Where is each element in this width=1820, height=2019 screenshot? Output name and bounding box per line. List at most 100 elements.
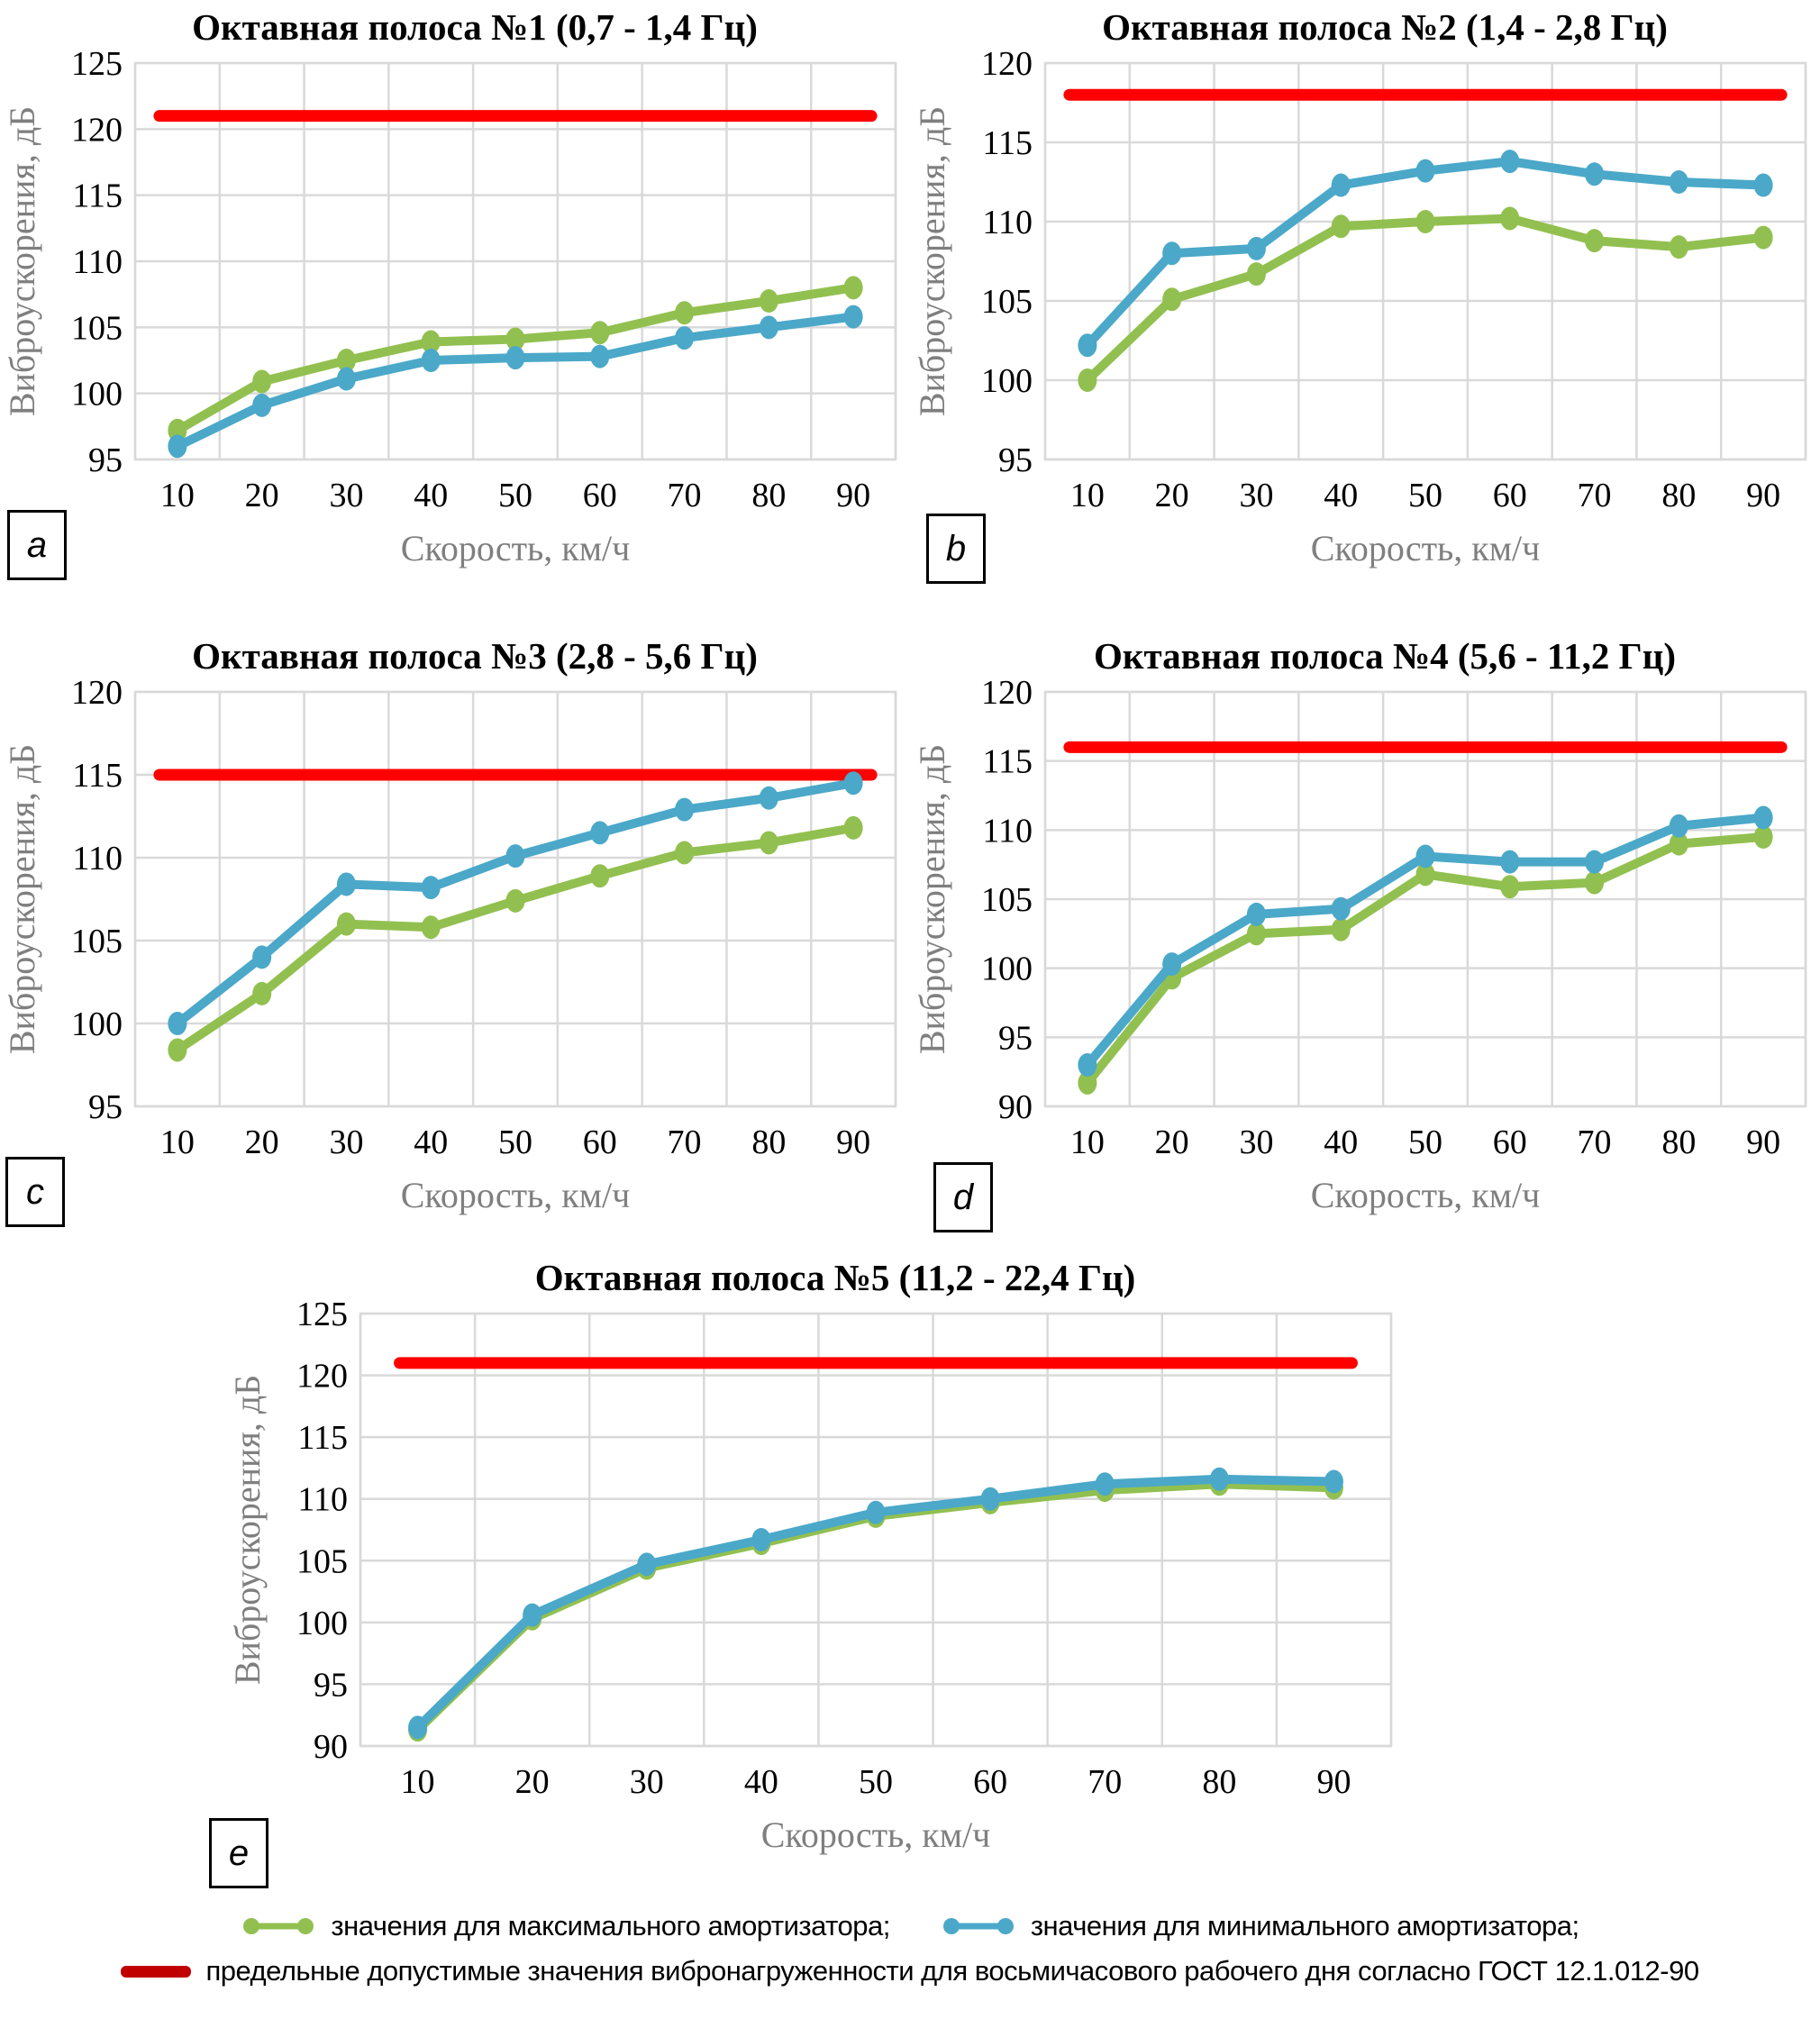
x-axis-tick-label: 20 [1155,1123,1189,1161]
data-point-marker [1585,229,1605,253]
data-point-marker [843,276,863,300]
y-axis-title: Виброускорения, дБ [227,1375,268,1685]
x-axis-tick-label: 90 [1316,1763,1351,1801]
data-point-marker [866,1500,886,1524]
x-axis-tick-label: 50 [859,1763,893,1801]
x-axis-tick-label: 30 [1239,477,1273,514]
y-axis-tick-label: 95 [998,1019,1033,1057]
data-point-marker [505,346,525,370]
data-point-marker [336,349,356,372]
panel-letter: a [26,524,48,565]
y-axis-tick-label: 120 [71,674,123,712]
y-axis-tick-label: 105 [981,283,1033,321]
data-point-marker [759,786,778,810]
x-axis-title: Скорость, км/ч [401,528,631,568]
x-axis-tick-label: 60 [1493,1123,1527,1161]
data-point-marker [1162,287,1182,312]
x-axis-tick-label: 70 [668,1123,702,1161]
y-axis-tick-label: 120 [296,1358,348,1396]
y-axis-tick-label: 115 [72,177,123,215]
chart-title: Октавная полоса №4 (5,6 - 11,2 Гц) [1094,635,1676,677]
data-point-marker [336,912,356,936]
x-axis-tick-label: 10 [160,1123,195,1161]
y-axis-tick-label: 115 [982,743,1033,781]
data-point-marker [590,321,610,345]
chart-octave-band-4: 90 95 100 105 110 115 120 10 20 30 40 50 60 70 80 90 Окт… [910,629,1820,1241]
data-point-marker [590,344,610,368]
data-point-marker [1500,150,1520,174]
data-point-marker [590,864,610,888]
x-axis-tick-label: 10 [1070,477,1105,514]
x-axis-tick-label: 80 [751,1123,786,1161]
series-line-marker-icon [243,1918,314,1934]
data-point-marker [751,1527,771,1551]
data-point-marker [1078,368,1097,392]
y-axis-tick-label: 120 [71,111,123,149]
legend-row-limit: предельные допустимые значения вибронагр… [0,1955,1820,1987]
x-axis-tick-label: 60 [1493,477,1527,514]
data-point-marker [759,315,778,340]
plot-border [1043,61,1807,461]
y-axis-title: Виброускорения, дБ [2,744,42,1054]
data-point-marker [505,327,525,351]
y-axis-tick-label: 100 [71,1005,123,1043]
x-axis-title: Скорость, км/ч [401,1175,631,1215]
x-axis-title: Скорость, км/ч [1311,1175,1541,1215]
data-point-marker [168,1038,187,1062]
y-axis-tick-label: 95 [88,441,123,479]
data-point-marker [980,1487,1000,1511]
chart-title: Октавная полоса №2 (1,4 - 2,8 Гц) [1102,6,1668,48]
data-point-marker [1585,162,1605,186]
data-point-marker [759,831,778,855]
data-point-marker [421,349,441,372]
data-point-marker [505,888,525,913]
x-axis-tick-label: 20 [515,1763,550,1801]
data-point-marker [1324,1469,1343,1494]
data-point-marker [590,821,610,845]
chart-octave-band-5: 90 95 100 105 110 115 120 125 10 20 30 40 50 60 70 80 90… [225,1251,1406,1881]
data-point-marker [168,434,187,459]
limit-line-icon [121,1965,192,1978]
x-axis-tick-label: 10 [160,477,195,514]
y-axis-tick-label: 115 [72,757,123,795]
y-axis-tick-label: 90 [998,1088,1033,1126]
plot-border [1043,690,1807,1108]
x-axis-tick-label: 90 [1746,1123,1780,1161]
panel-label-a: a [7,510,67,580]
x-axis-tick-label: 70 [668,477,702,514]
x-axis-tick-label: 50 [498,477,532,514]
data-point-marker [675,797,695,822]
x-axis-tick-label: 10 [401,1763,435,1801]
panel-letter: c [26,1171,44,1212]
x-axis-tick-label: 20 [1155,477,1189,514]
data-point-marker [421,876,441,900]
legend-item-limit: предельные допустимые значения вибронагр… [121,1955,1699,1987]
x-axis-tick-label: 80 [1661,477,1696,514]
legend-item-min-series: значения для минимального амортизатора; [941,1910,1579,1942]
x-axis-tick-label: 30 [329,1123,363,1161]
y-axis-title: Виброускорения, дБ [912,744,952,1054]
panel-letter: e [228,1833,250,1873]
chart-canvas: 95 100 105 110 115 120 125 10 20 30 40 50 60 70 80 90 Ок… [2,6,897,568]
data-point-marker [1585,850,1605,874]
legend-row-series: значения для максимального амортизатора;… [0,1910,1820,1942]
data-point-marker [843,771,863,796]
y-axis-tick-label: 110 [982,204,1033,241]
data-point-marker [1331,173,1351,197]
data-point-marker [637,1552,657,1577]
data-point-marker [1078,1070,1097,1095]
data-point-marker [408,1715,428,1740]
x-axis-tick-label: 20 [245,477,279,514]
chart-octave-band-2: 95 100 105 110 115 120 10 20 30 40 50 60 70 80 90 Октав… [910,0,1820,595]
y-axis-tick-label: 110 [72,840,123,878]
x-axis-tick-label: 40 [414,477,448,514]
chart-title: Октавная полоса №3 (2,8 - 5,6 Гц) [192,635,758,677]
data-point-marker [843,305,863,329]
data-point-marker [252,393,272,417]
panel-letter: d [952,1177,974,1217]
data-point-marker [1753,825,1773,849]
plot-border [133,690,897,1108]
data-point-marker [1246,922,1266,946]
data-point-marker [1669,814,1688,838]
legend-label-min-series: значения для минимального амортизатора; [1030,1910,1579,1942]
